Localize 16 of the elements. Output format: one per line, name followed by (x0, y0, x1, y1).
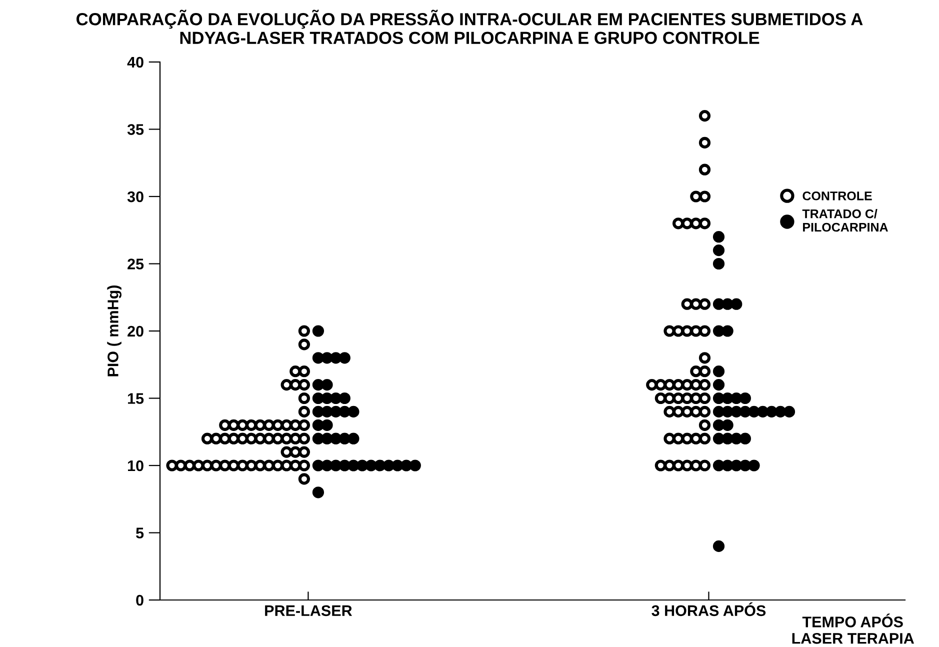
y-tick-label: 40 (127, 56, 144, 68)
x-tick-label: PRE-LASER (265, 605, 352, 616)
x-tick-label: 3 HORAS APÓS (652, 602, 766, 616)
chart-title: COMPARAÇÃO DA EVOLUÇÃO DA PRESSÃO INTRA-OCULAR EM PACIENTES SUBMETIDOS A NDYAG-LASER TRATADOS COM PILOCARPINA E GRUPO CONTROLE (76, 10, 863, 44)
legend-label: CONTROLE (802, 191, 872, 200)
y-tick-label: 10 (128, 460, 144, 472)
y-tick-label: 30 (127, 191, 144, 202)
legend-label: TRATADO C/ PILOCARPINA (802, 209, 888, 232)
x-axis-title: TEMPO APÓS LASER TERAPIA (792, 614, 914, 644)
y-tick-label: 5 (136, 528, 144, 538)
y-tick-label: 0 (136, 594, 144, 606)
y-tick-label: 35 (127, 124, 144, 135)
y-tick-label: 25 (128, 258, 144, 270)
y-tick-label: 15 (128, 393, 144, 404)
y-axis-title: PIO ( mmHg) (107, 286, 122, 376)
y-tick-label: 20 (128, 326, 144, 337)
